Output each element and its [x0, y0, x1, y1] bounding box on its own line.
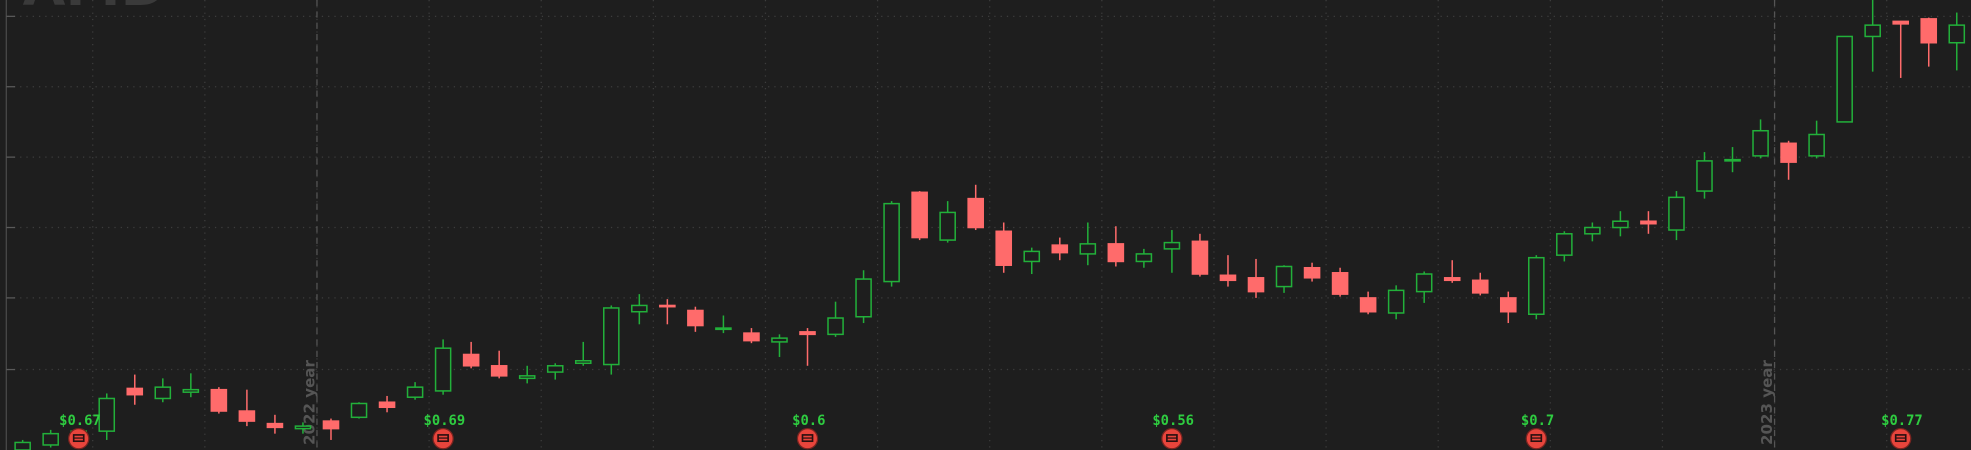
candle-body [602, 307, 620, 366]
candle-body [1528, 256, 1545, 315]
candle-body [574, 360, 592, 365]
candle-body [154, 386, 172, 400]
dividend-icon [796, 428, 819, 450]
candle-body [1668, 196, 1685, 231]
candle-body [434, 347, 452, 392]
candle-body [1275, 265, 1293, 288]
dividend-label: $0.6 [792, 413, 825, 429]
candle-body [1836, 35, 1853, 123]
candle-body [939, 211, 956, 241]
candle-body [406, 386, 424, 398]
dividend-icon [68, 428, 90, 450]
candle-body [995, 230, 1013, 266]
candle-body [1247, 277, 1265, 293]
candle-body [743, 332, 760, 342]
candle-body [518, 375, 536, 380]
candle-body [98, 397, 116, 432]
candle-body [1135, 253, 1153, 263]
candle-body [1948, 24, 1966, 44]
candle-body [799, 331, 816, 336]
dividend-label: $0.7 [1521, 413, 1554, 429]
candle-body [126, 387, 144, 396]
dividend-label: $0.69 [424, 413, 466, 429]
candle-body [1359, 297, 1377, 313]
candle-body [771, 337, 788, 343]
candle-body [659, 304, 676, 308]
candle-body [322, 420, 340, 430]
candle-body [42, 432, 59, 446]
candle-body [1752, 129, 1769, 157]
candle-body [631, 304, 648, 313]
dividend-label: $0.67 [59, 413, 101, 429]
year-label: 2022 year [300, 360, 318, 445]
candle-body [855, 278, 872, 318]
candle-body [883, 202, 900, 283]
candle-body [238, 410, 256, 422]
candle-body [1584, 226, 1601, 235]
candle-body [1696, 160, 1713, 192]
candle-body [1163, 241, 1181, 250]
candle-body [546, 365, 564, 373]
candle-body [1892, 20, 1910, 25]
candle-body [715, 327, 732, 331]
candle-body [1864, 24, 1881, 38]
candle-body [1499, 297, 1517, 313]
dividend-icon [432, 428, 454, 450]
candle-body [1556, 233, 1573, 256]
candle-body [378, 401, 396, 409]
logo: AMD [23, 0, 167, 19]
candle-body [350, 402, 368, 419]
dividend-label: $0.56 [1152, 413, 1194, 429]
candle-body [1331, 272, 1349, 295]
candle-body [1107, 243, 1125, 263]
candle-body [1443, 277, 1461, 282]
candle-body [1415, 273, 1433, 293]
candle-body [1471, 279, 1489, 294]
year-label: 2023 year [1758, 360, 1776, 445]
candle-body [687, 309, 704, 327]
candle-body [182, 388, 200, 393]
candle-body [1920, 18, 1938, 44]
candle-body [1051, 244, 1069, 254]
candle-body [210, 388, 228, 412]
candle-body [1303, 266, 1321, 279]
candle-body [1023, 250, 1041, 263]
candle-body [294, 425, 312, 430]
candle-body [490, 365, 508, 377]
candle-body [1780, 142, 1797, 163]
candle-body [827, 317, 844, 336]
candle-body [911, 191, 928, 239]
candle-body [967, 197, 984, 229]
candle-body [1191, 240, 1209, 275]
candle-body [1219, 274, 1237, 282]
dividend-label: $0.77 [1881, 413, 1923, 429]
dividend-icon [1525, 428, 1547, 450]
candle-body [1808, 133, 1825, 157]
candle-body [1724, 158, 1741, 162]
candle-body [14, 441, 31, 450]
candle-body [1387, 289, 1405, 314]
candle-body [1612, 220, 1629, 229]
candle-body [266, 422, 284, 429]
candle-body [1079, 243, 1097, 255]
dividend-icon [1890, 428, 1912, 450]
candle-body [1640, 220, 1657, 225]
candle-body [462, 353, 480, 367]
dividend-icon [1161, 428, 1183, 450]
